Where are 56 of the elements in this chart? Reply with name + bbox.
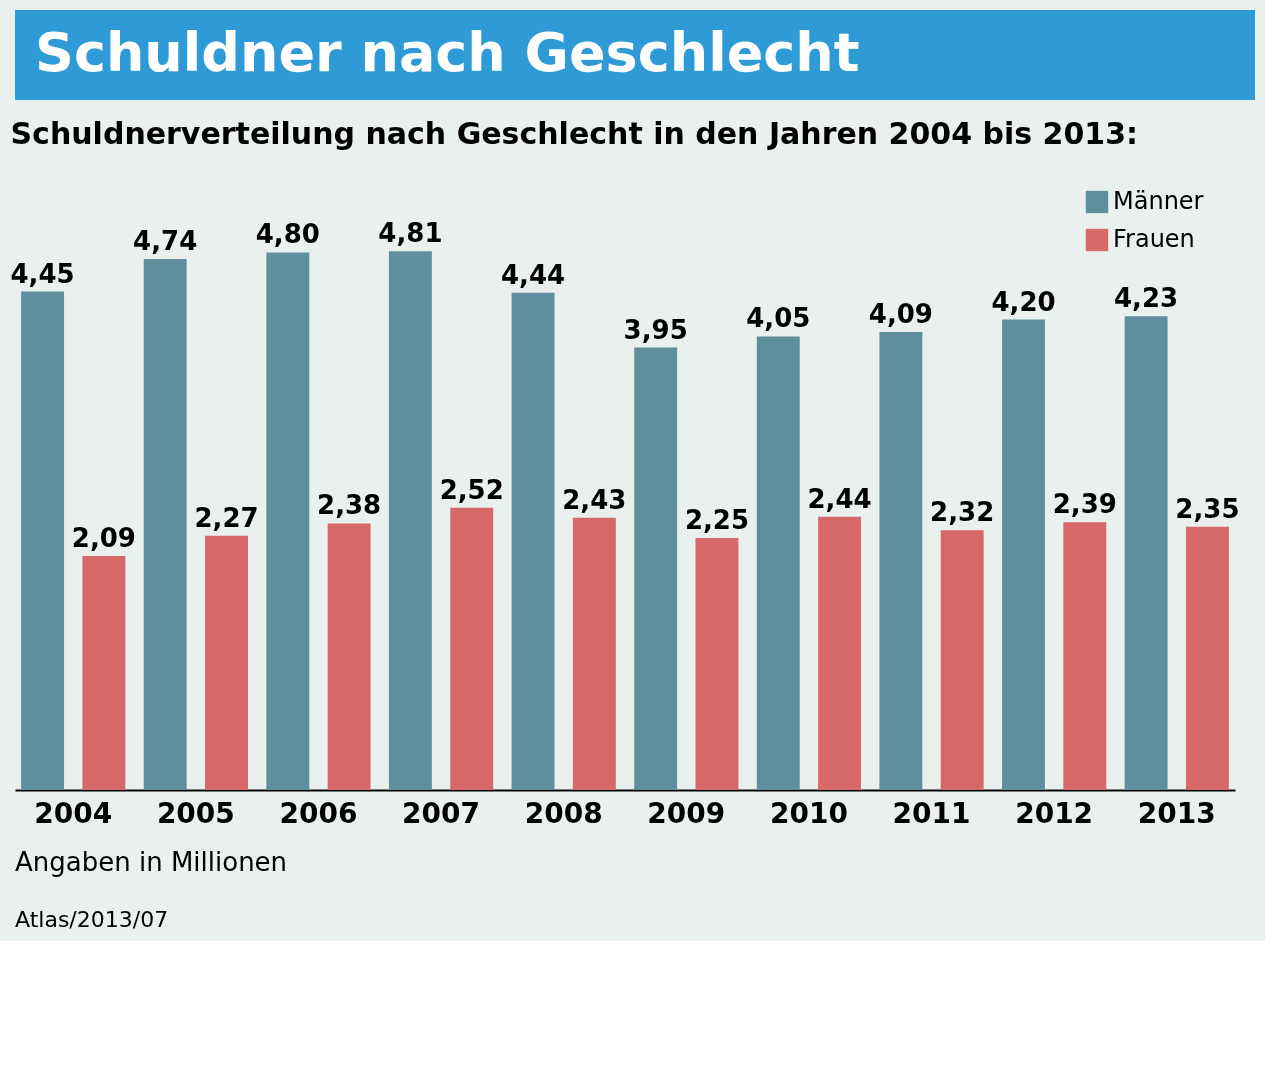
bar [1185, 526, 1229, 790]
bar [205, 535, 248, 790]
data-label: 4,20 [991, 286, 1056, 317]
bar [266, 252, 310, 790]
bar [1063, 522, 1107, 790]
data-label: 2,35 [1175, 493, 1240, 524]
legend-label: Männer [1113, 187, 1204, 215]
chart-title: Schuldner nach Geschlecht [35, 21, 860, 84]
x-tick-label: 2013 [1137, 796, 1216, 830]
bar [327, 523, 371, 790]
x-tick-label: 2007 [402, 796, 481, 830]
bar [1124, 316, 1168, 790]
x-tick-label: 2011 [892, 796, 971, 830]
bar [634, 347, 678, 790]
bar [511, 292, 555, 790]
data-label: 2,44 [807, 483, 872, 514]
x-tick-label: 2004 [34, 796, 113, 830]
data-label: 2,39 [1052, 489, 1117, 520]
x-tick-label: 2010 [769, 796, 848, 830]
data-label: 4,80 [255, 219, 320, 250]
bar [879, 331, 923, 790]
bar [695, 538, 739, 790]
data-label: 4,81 [378, 218, 443, 249]
bar [450, 507, 494, 790]
data-label: 4,45 [10, 258, 75, 289]
data-label: 2,27 [194, 502, 259, 533]
bar [1002, 319, 1045, 790]
data-label: 4,44 [500, 259, 566, 290]
data-label: 2,38 [317, 490, 382, 521]
data-label: 4,05 [746, 303, 811, 334]
text: Angaben in Millionen [15, 847, 288, 877]
legend-label: Frauen [1113, 225, 1195, 253]
bar [143, 259, 187, 790]
data-label: 2,52 [439, 474, 504, 505]
data-label: 3,95 [623, 314, 688, 345]
data-label: 4,23 [1114, 283, 1179, 314]
bar [818, 516, 862, 790]
data-label: 2,25 [684, 505, 750, 535]
data-label: 4,74 [133, 226, 198, 257]
bar [21, 291, 65, 790]
x-tick-label: 2008 [524, 796, 603, 830]
text: Atlas/2013/07 [15, 907, 169, 932]
x-tick-label: 2005 [156, 796, 235, 830]
bar [388, 251, 432, 790]
x-tick-label: 2012 [1015, 796, 1094, 830]
chart-subtitle: Schuldnerverteilung nach Geschlecht in den Jahren 2004 bis 2013: [10, 116, 1139, 151]
x-tick-label: 2009 [647, 796, 726, 830]
data-label: 2,32 [930, 497, 995, 528]
bar [940, 530, 984, 790]
bar [756, 336, 800, 790]
bar [572, 517, 616, 790]
data-label: 2,09 [71, 522, 136, 553]
data-label: 4,09 [868, 298, 933, 329]
data-label: 2,43 [562, 484, 627, 515]
x-tick-label: 2006 [279, 796, 358, 830]
bar [82, 555, 126, 790]
